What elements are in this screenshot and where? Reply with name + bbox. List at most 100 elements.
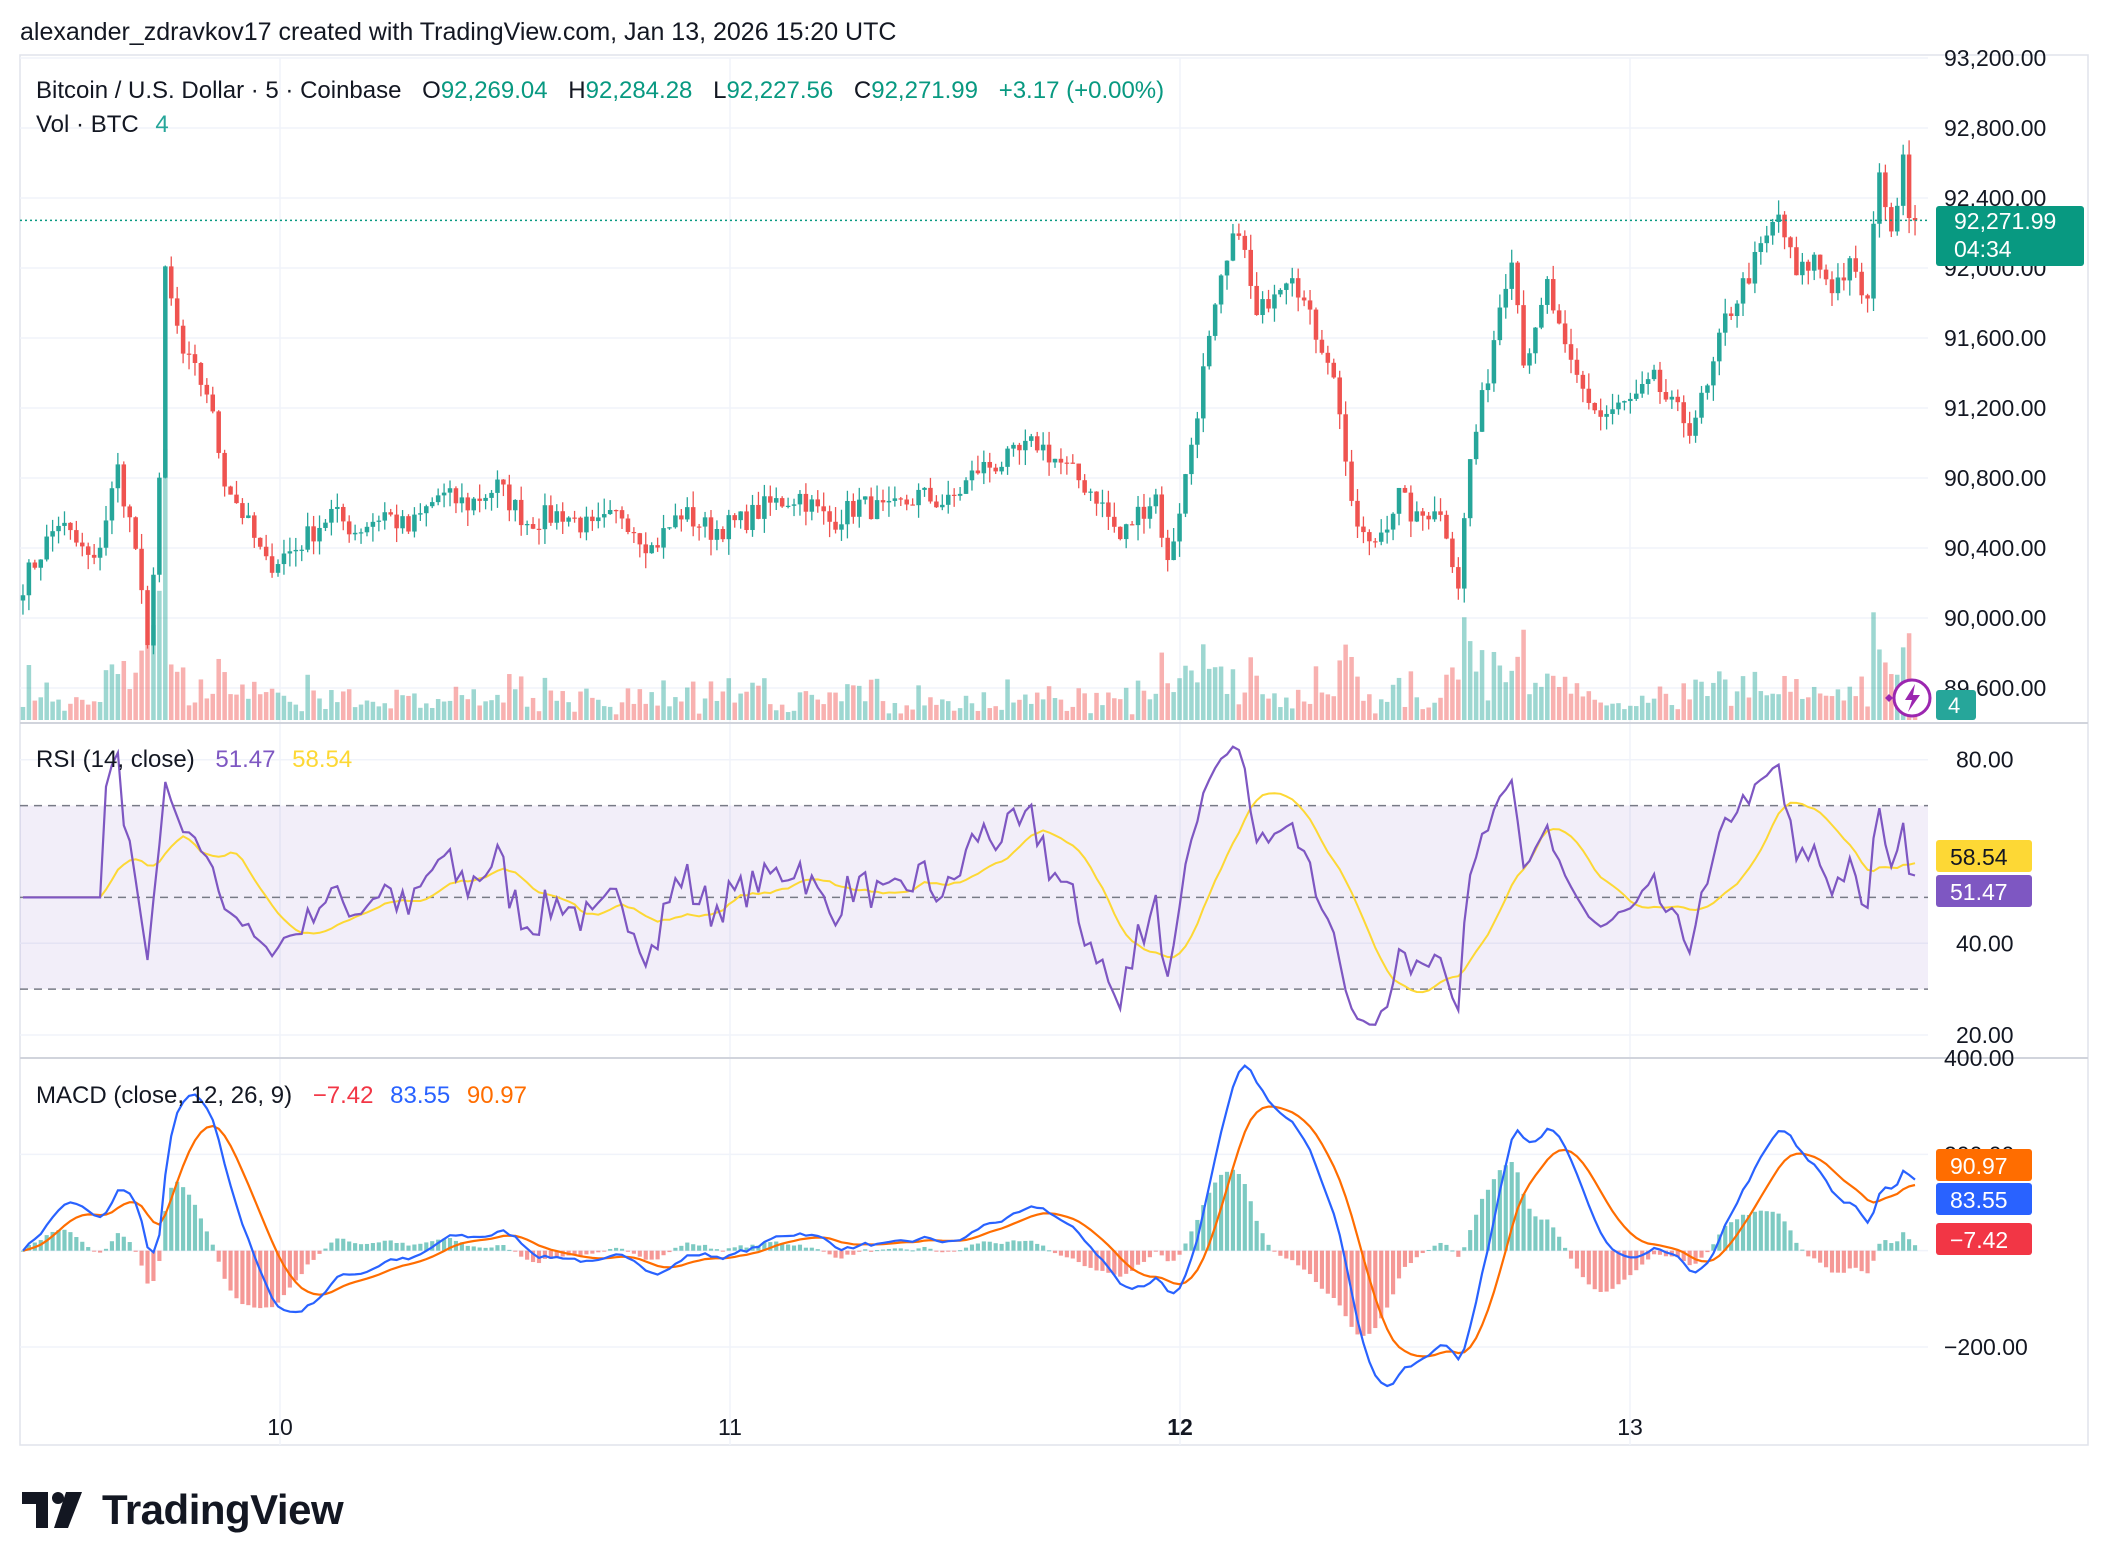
candle-body: [1100, 502, 1105, 504]
candle-body: [234, 494, 239, 504]
candle-body: [1568, 344, 1574, 360]
candle-body: [32, 562, 38, 568]
volume-bar: [1284, 697, 1289, 720]
volume-bar: [459, 695, 465, 720]
close-value: 92,271.99: [871, 77, 978, 104]
macd-hist-bar: [1230, 1169, 1236, 1251]
volume-bar: [1153, 693, 1159, 720]
volume-bar: [601, 706, 607, 720]
volume-bar: [1444, 674, 1449, 720]
macd-hist-bar: [952, 1250, 957, 1252]
candle-body: [904, 499, 909, 505]
candle-body: [1444, 514, 1449, 539]
macd-hist-bar: [1456, 1250, 1461, 1257]
volume-bar: [1325, 694, 1331, 720]
macd-hist-bar: [1622, 1250, 1627, 1280]
candle-body: [821, 506, 826, 512]
tradingview-logo[interactable]: TradingView: [22, 1486, 344, 1533]
volume-bar: [1023, 694, 1028, 720]
macd-lines: [22, 1064, 1916, 1388]
macd-hist-bar: [1574, 1250, 1580, 1269]
macd-hist-bar: [186, 1194, 192, 1251]
candle-body: [1040, 444, 1046, 451]
volume-bar: [80, 699, 85, 720]
macd-hist-bar: [311, 1250, 316, 1260]
candle-body: [1485, 383, 1491, 391]
volume-bar: [1189, 670, 1194, 720]
macd-hist-bar: [240, 1250, 245, 1305]
volume-bar: [797, 692, 803, 720]
macd-hist-bar: [1207, 1192, 1212, 1251]
macd-hist-bar: [62, 1229, 67, 1251]
volume-bar: [489, 700, 494, 720]
candle-body: [756, 504, 761, 519]
candle-body: [1242, 235, 1248, 250]
macd-hist-bar: [163, 1211, 168, 1251]
macd-hist-bar: [210, 1244, 215, 1251]
macd-hist-bar: [904, 1249, 909, 1251]
candle-body: [708, 517, 714, 540]
price-tick-label: 91,600.00: [1944, 325, 2046, 351]
volume-bar: [1556, 686, 1562, 720]
volume-bar: [1301, 701, 1307, 720]
volume-bar: [109, 664, 115, 720]
macd-hist-bar: [809, 1247, 814, 1251]
volume-bar: [690, 681, 696, 720]
macd-hist-bar: [424, 1242, 429, 1251]
macd-hist-bar: [121, 1236, 126, 1251]
candle-body: [536, 528, 542, 530]
macd-hist-bar: [501, 1245, 506, 1251]
volume-bar: [1064, 710, 1070, 720]
candle-body: [1467, 459, 1473, 519]
macd-hist-bar: [1640, 1250, 1645, 1265]
candle-body: [163, 266, 168, 478]
macd-hist-bar: [44, 1235, 49, 1251]
volume-bar: [1278, 707, 1283, 720]
volume-bar: [246, 698, 251, 720]
volume-bar: [1634, 706, 1639, 720]
volume-bar: [1218, 666, 1224, 720]
volume-bar: [548, 690, 554, 720]
volume-bar: [1503, 682, 1509, 720]
candle-body: [815, 499, 821, 507]
volume-bar: [252, 681, 257, 720]
volume-bar: [1829, 696, 1835, 720]
volume-bar: [904, 705, 909, 720]
macd-hist-bar: [797, 1244, 803, 1251]
volume-bar: [1040, 699, 1046, 720]
volume-bar: [44, 682, 49, 720]
candle-body: [833, 521, 838, 530]
volume-bar: [174, 671, 180, 720]
candle-body: [109, 488, 115, 521]
macd-hist-bar: [898, 1248, 903, 1251]
candle-body: [1177, 513, 1182, 542]
macd-hist-bar: [1017, 1241, 1022, 1251]
volume-bar: [168, 664, 174, 720]
macd-hist-bar: [1776, 1213, 1781, 1251]
rsi-tick-label: 40.00: [1956, 930, 2014, 956]
lightning-icon[interactable]: [1885, 678, 1932, 718]
candle-body: [1295, 278, 1301, 298]
chart-canvas[interactable]: 89,600.0090,000.0090,400.0090,800.0091,2…: [0, 0, 2108, 1480]
candle-body: [157, 477, 162, 575]
candle-body: [1657, 369, 1663, 393]
macd-hist-bar: [406, 1245, 411, 1251]
volume-bar: [1337, 660, 1342, 720]
volume-bar: [1082, 693, 1087, 720]
macd-hist-bar: [1183, 1243, 1188, 1251]
volume-bar: [1289, 708, 1295, 720]
macd-hist-bar: [1278, 1250, 1283, 1256]
volume-bar: [1094, 692, 1099, 720]
day-tick-label: 11: [718, 1414, 742, 1440]
macd-hist-bar: [335, 1238, 340, 1251]
macd-hist-bar: [999, 1243, 1004, 1251]
volume-bar: [1236, 704, 1242, 720]
macd-hist-bar: [1201, 1205, 1206, 1251]
volume-bar: [963, 695, 969, 720]
macd-badge: 83.55: [1936, 1183, 2032, 1215]
candle-body: [1331, 362, 1337, 378]
candle-body: [121, 464, 127, 507]
candle-body: [1865, 295, 1870, 299]
rsi-value: 51.47: [215, 746, 275, 773]
volume-bar: [1616, 703, 1621, 720]
